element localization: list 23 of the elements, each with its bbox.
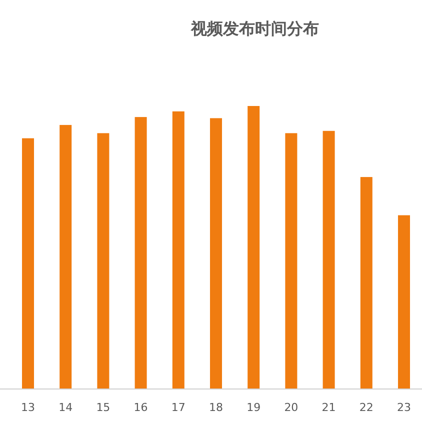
- x-tick-label: 15: [96, 401, 110, 414]
- x-tick-label: 19: [246, 401, 261, 414]
- x-tick-label: 14: [58, 401, 73, 414]
- bar: [172, 111, 184, 389]
- x-tick-label: 13: [21, 401, 35, 414]
- x-tick-label: 22: [359, 401, 374, 414]
- x-tick-label: 16: [134, 401, 148, 414]
- chart-title: 视频发布时间分布: [190, 19, 319, 38]
- bar: [97, 133, 110, 389]
- bar: [398, 215, 410, 389]
- bar: [285, 133, 298, 389]
- bar: [60, 124, 72, 389]
- x-tick-label: 21: [322, 401, 336, 414]
- bar: [360, 177, 372, 389]
- bar: [322, 130, 335, 389]
- bar: [210, 118, 222, 389]
- bar: [248, 106, 260, 389]
- x-tick-label: 20: [284, 401, 298, 414]
- bar: [22, 138, 34, 389]
- x-tick-label: 18: [209, 401, 223, 414]
- bar: [134, 117, 147, 389]
- x-tick-label: 17: [171, 401, 186, 414]
- x-tick-label: 23: [397, 401, 411, 414]
